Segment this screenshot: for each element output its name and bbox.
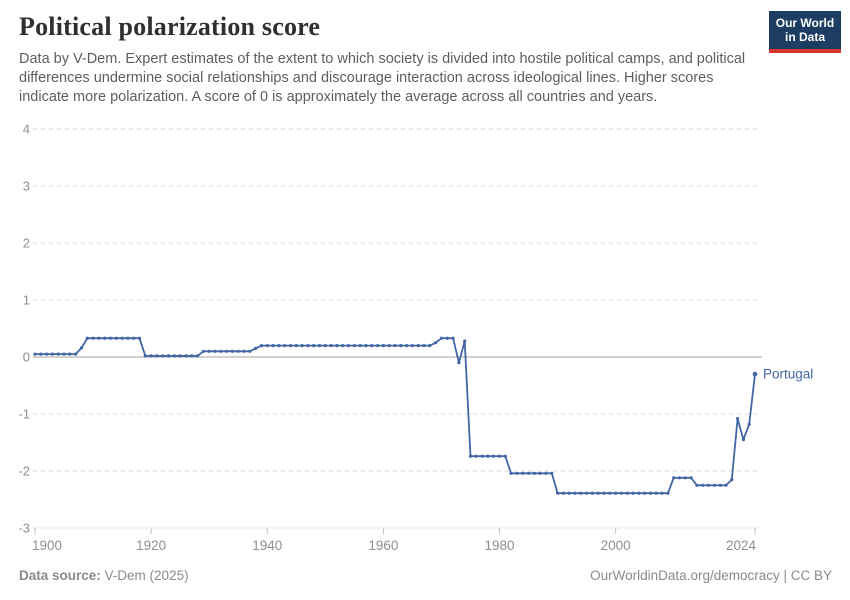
logo-line2: in Data bbox=[784, 30, 825, 44]
y-tick-label: -3 bbox=[18, 521, 30, 536]
series-label-portugal[interactable]: Portugal bbox=[763, 367, 813, 382]
x-tick-label: 1900 bbox=[32, 538, 62, 553]
x-tick-label: 1980 bbox=[484, 538, 514, 553]
logo-line1: Our World bbox=[775, 15, 835, 30]
x-tick-label: 2000 bbox=[601, 538, 631, 553]
y-tick-label: 2 bbox=[23, 236, 30, 251]
data-source-value: V-Dem (2025) bbox=[104, 568, 189, 583]
y-tick-label: -1 bbox=[18, 407, 30, 422]
series-line-portugal bbox=[35, 337, 756, 495]
x-tick-label: 1960 bbox=[368, 538, 398, 553]
owid-logo[interactable]: Our World in Data bbox=[769, 11, 841, 53]
credit-link[interactable]: OurWorldinData.org/democracy | CC BY bbox=[590, 568, 832, 583]
x-axis: 1900 1920 1940 1960 1980 2000 2024 bbox=[32, 528, 757, 553]
chart-footer: Data source: V-Dem (2025) OurWorldinData… bbox=[19, 568, 832, 583]
owid-logo-text: Our World in Data bbox=[776, 16, 834, 44]
data-source-label: Data source: bbox=[19, 568, 101, 583]
y-tick-label: -2 bbox=[18, 464, 30, 479]
page-title: Political polarization score bbox=[19, 12, 321, 41]
y-tick-label: 0 bbox=[23, 350, 30, 365]
x-tick-label: 1940 bbox=[252, 538, 282, 553]
y-gridlines: 4 3 2 1 0 -1 -2 -3 bbox=[18, 122, 762, 536]
data-source: Data source: V-Dem (2025) bbox=[19, 568, 189, 583]
x-tick-label: 2024 bbox=[726, 538, 757, 553]
y-tick-label: 1 bbox=[23, 293, 30, 308]
series-markers bbox=[33, 336, 758, 495]
x-tick-label: 1920 bbox=[136, 538, 166, 553]
y-tick-label: 3 bbox=[23, 179, 30, 194]
chart-subtitle: Data by V-Dem. Expert estimates of the e… bbox=[19, 51, 746, 105]
y-tick-label: 4 bbox=[23, 122, 30, 137]
